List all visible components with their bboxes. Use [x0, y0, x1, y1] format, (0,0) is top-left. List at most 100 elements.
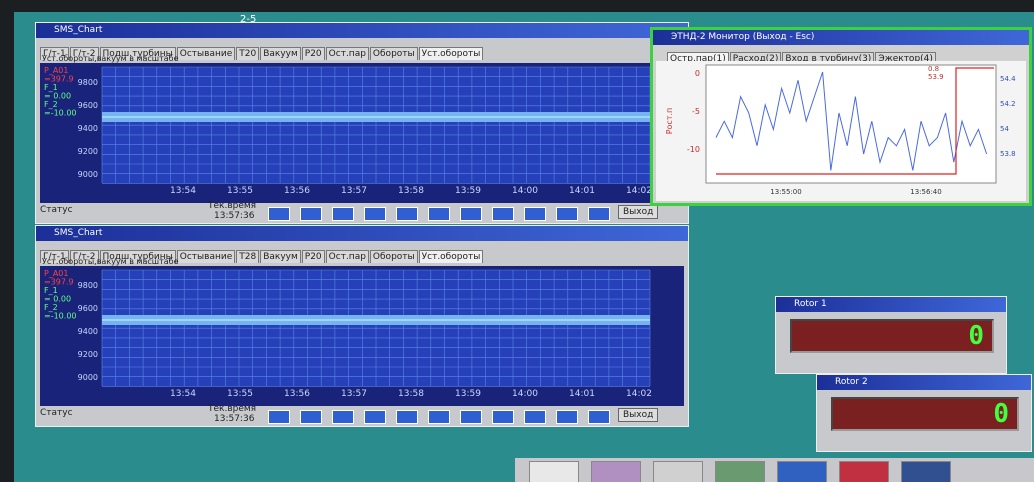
y2-tick-label: 53.8: [1000, 150, 1016, 158]
tool-button[interactable]: [300, 410, 322, 424]
tab[interactable]: Т28: [236, 250, 260, 263]
y-tick-label: 9600: [78, 304, 98, 313]
taskbar-icon[interactable]: [777, 461, 827, 482]
taskbar-icon[interactable]: [901, 461, 951, 482]
tool-button[interactable]: [524, 410, 546, 424]
y-tick-label: -10: [687, 145, 700, 154]
tab[interactable]: Г/т-2: [69, 47, 99, 60]
tool-button[interactable]: [332, 410, 354, 424]
legend-text: = 0.00: [44, 295, 71, 304]
time-value: 13:57:36: [214, 414, 255, 424]
tab[interactable]: Вакуум: [260, 47, 301, 60]
tool-button[interactable]: [364, 207, 386, 221]
tool-button[interactable]: [332, 207, 354, 221]
tab[interactable]: Подш.турбины: [99, 250, 176, 263]
rotor-title: Rotor 1: [776, 297, 1006, 312]
tab[interactable]: Т20: [236, 47, 260, 60]
taskbar-icon[interactable]: [715, 461, 765, 482]
taskbar-icon[interactable]: [839, 461, 889, 482]
x-tick-label: 13:58: [398, 389, 424, 399]
tab-row: Г/т-1 Г/т-2 Подш.турбины Остывание Т28 Вакуум…: [40, 244, 484, 263]
y-tick-label: 9600: [78, 101, 98, 110]
y-tick-label: -5: [692, 107, 700, 116]
y2-tick-label: 54: [1000, 125, 1009, 133]
rotor-window: Rotor 2 0: [816, 374, 1032, 452]
tool-button[interactable]: [492, 207, 514, 221]
x-tick-label: 14:01: [569, 389, 595, 399]
tool-button[interactable]: [396, 410, 418, 424]
status-label: Статус: [40, 408, 73, 418]
tool-button[interactable]: [588, 207, 610, 221]
tool-button[interactable]: [300, 207, 322, 221]
tab[interactable]: Р20: [301, 47, 325, 60]
tool-button[interactable]: [364, 410, 386, 424]
time-label: Тек.время: [208, 404, 257, 414]
rotor-window: Rotor 1 0: [775, 296, 1007, 374]
tab[interactable]: Р20: [301, 250, 325, 263]
tab[interactable]: Вакуум: [260, 250, 301, 263]
legend-text: P_A01: [44, 66, 68, 75]
tab[interactable]: Обороты: [369, 47, 418, 60]
taskbar-icon[interactable]: [591, 461, 641, 482]
exit-button[interactable]: Выход: [618, 205, 659, 219]
tool-button[interactable]: [556, 410, 578, 424]
tab[interactable]: Обороты: [369, 250, 418, 263]
rotor-title: Rotor 2: [817, 375, 1031, 390]
x-tick-label: 13:56: [284, 186, 310, 196]
annotation: 0.8: [928, 65, 939, 73]
tool-button[interactable]: [588, 410, 610, 424]
legend-text: F_1: [44, 286, 58, 295]
tab[interactable]: Уст.обороты: [418, 250, 484, 263]
tab[interactable]: Г/т-1: [40, 250, 69, 263]
tool-button[interactable]: [460, 207, 482, 221]
tool-button[interactable]: [492, 410, 514, 424]
x-tick-label: 13:54: [170, 389, 196, 399]
tab[interactable]: Остывание: [176, 250, 236, 263]
tool-button[interactable]: [396, 207, 418, 221]
taskbar-icon[interactable]: [653, 461, 703, 482]
trend-plot: P_A01=397.9F_1= 0.00F_2=-10.00 9800 9600 94…: [40, 266, 684, 406]
panel-label: Уст.обороты,вакуум в масштабе: [42, 54, 179, 63]
tool-button[interactable]: [428, 410, 450, 424]
legend-text: =-10.00: [44, 109, 77, 118]
tool-button[interactable]: [428, 207, 450, 221]
y-tick-label: 9800: [78, 78, 98, 87]
tool-button[interactable]: [556, 207, 578, 221]
tool-button[interactable]: [524, 207, 546, 221]
tab-row: Г/т-1 Г/т-2 Подш.турбины Остывание Т20 Вакуум…: [40, 41, 484, 60]
tab[interactable]: Остывание: [176, 47, 236, 60]
y-tick-label: 0: [695, 69, 700, 78]
tab[interactable]: Г/т-1: [40, 47, 69, 60]
tab[interactable]: Уст.обороты: [418, 47, 484, 60]
x-tick-label: 14:02: [626, 389, 652, 399]
limit-line: [716, 67, 994, 175]
tool-button[interactable]: [460, 410, 482, 424]
x-tick-label: 13:59: [455, 186, 481, 196]
x-tick-label: 13:55:00: [770, 188, 801, 196]
x-tick-label: 14:00: [512, 186, 538, 196]
trace-line: [715, 71, 988, 171]
y-tick-label: 9000: [78, 170, 98, 179]
annotation: 53.9: [928, 73, 944, 81]
monitor-title: ЭТНД-2 Монитор (Выход - Esc): [653, 30, 1029, 45]
legend-text: F_2: [44, 100, 58, 109]
tab[interactable]: Г/т-2: [69, 250, 99, 263]
x-tick-label: 13:56: [284, 389, 310, 399]
x-tick-label: 13:56:40: [910, 188, 941, 196]
taskbar-icon[interactable]: [529, 461, 579, 482]
rotor-value: 0: [993, 399, 1009, 429]
legend-text: F_1: [44, 83, 58, 92]
y-tick-label: 9200: [78, 350, 98, 359]
desktop-label: 2-5: [240, 14, 257, 25]
x-tick-label: 13:59: [455, 389, 481, 399]
tool-button[interactable]: [268, 207, 290, 221]
tool-button[interactable]: [268, 410, 290, 424]
tab[interactable]: Подш.турбины: [99, 47, 176, 60]
tab[interactable]: Ост.пар: [325, 250, 369, 263]
monitor-plot: Рост.п 0 -5 -10 54.4 54.2 54 53.8 13:55:00 13:56:…: [656, 61, 1026, 201]
x-tick-label: 13:57: [341, 389, 367, 399]
exit-button[interactable]: Выход: [618, 408, 659, 422]
x-tick-label: 13:58: [398, 186, 424, 196]
tab[interactable]: Ост.пар: [325, 47, 369, 60]
